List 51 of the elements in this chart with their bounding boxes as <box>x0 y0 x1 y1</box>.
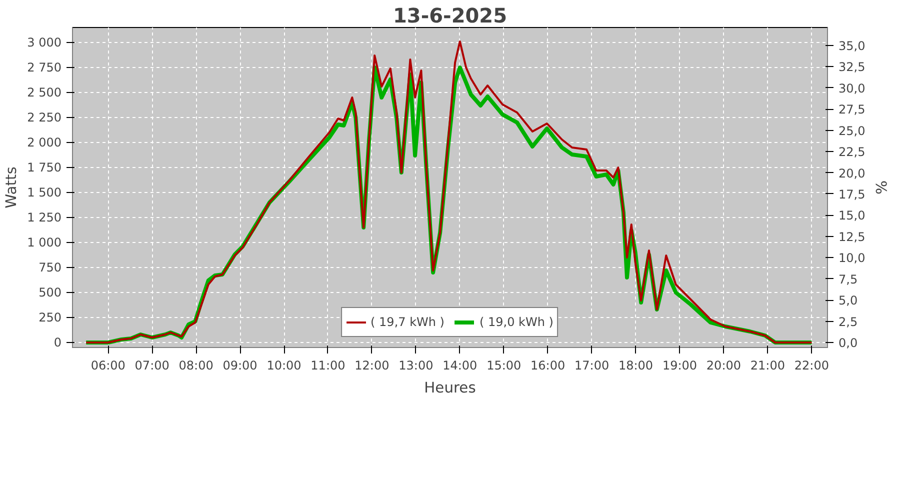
y-tick-label: 500 <box>38 286 62 300</box>
x-tick-label: 16:00 <box>530 358 566 372</box>
y-axis-title: Watts <box>3 166 20 208</box>
legend-label: ( 19,7 kWh ) <box>370 315 444 329</box>
y2-tick-label: 10,0 <box>838 251 866 266</box>
x-tick-label: 18:00 <box>618 358 654 372</box>
x-tick-label: 15:00 <box>486 358 522 372</box>
y-tick-label: 1 750 <box>27 160 62 174</box>
y2-tick-label: 35,0 <box>838 38 866 53</box>
y2-tick-label: 27,5 <box>838 102 866 117</box>
y-tick-label: 3 000 <box>27 36 62 50</box>
x-tick-label: 20:00 <box>706 358 742 372</box>
y-tick-label: 2 500 <box>27 86 62 100</box>
y2-tick-label: 22,5 <box>838 145 866 160</box>
y-tick-label: 1 000 <box>27 236 62 250</box>
y2-tick-label: 17,5 <box>838 188 866 202</box>
y-tick-label: 1 500 <box>27 186 62 200</box>
y2-tick-label: 32,5 <box>838 60 866 74</box>
x-tick-label: 11:00 <box>310 358 346 372</box>
x-tick-label: 09:00 <box>222 358 258 372</box>
y2-tick-label: 2,5 <box>838 314 858 329</box>
y2-tick-label: 30,0 <box>838 81 866 96</box>
y-tick-label: 1 250 <box>27 210 62 224</box>
x-tick-label: 17:00 <box>574 358 610 372</box>
x-tick-label: 19:00 <box>662 358 698 372</box>
x-tick-label: 22:00 <box>794 358 829 372</box>
legend-label: ( 19,0 kWh ) <box>480 315 554 329</box>
y-tick-label: 2 750 <box>27 60 62 74</box>
x-axis-title: Heures <box>424 380 476 396</box>
x-tick-label: 08:00 <box>178 358 214 372</box>
y2-tick-label: 5,0 <box>838 294 858 308</box>
x-tick-label: 07:00 <box>134 358 170 372</box>
y2-axis-title: % <box>872 180 890 195</box>
x-tick-label: 21:00 <box>750 358 785 372</box>
y2-tick-label: 12,5 <box>838 230 866 244</box>
x-tick-label: 13:00 <box>398 358 434 372</box>
x-tick-label: 12:00 <box>354 358 390 372</box>
x-tick-label: 06:00 <box>90 358 126 372</box>
y-tick-label: 0 <box>54 336 62 350</box>
y2-tick-label: 20,0 <box>838 166 866 180</box>
y-tick-label: 250 <box>38 310 62 324</box>
x-tick-label: 14:00 <box>442 358 478 372</box>
y-tick-label: 2 000 <box>27 136 62 150</box>
y2-tick-label: 15,0 <box>838 208 866 223</box>
y-tick-label: 2 250 <box>27 110 62 124</box>
y2-tick-label: 25,0 <box>838 124 866 138</box>
chart-title: 13-6-2025 <box>392 4 508 28</box>
y-tick-label: 750 <box>38 260 62 274</box>
x-tick-label: 10:00 <box>266 358 302 372</box>
y2-tick-label: 0,0 <box>838 336 858 350</box>
y2-tick-label: 7,5 <box>838 272 858 286</box>
